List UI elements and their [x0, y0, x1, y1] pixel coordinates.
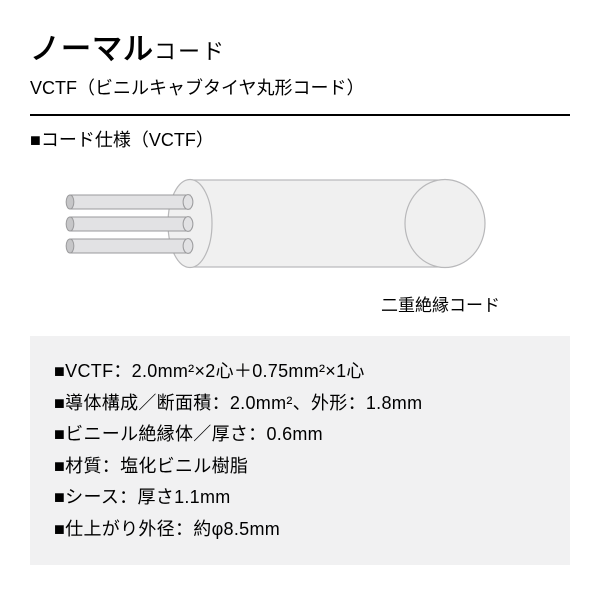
title-bold: ノーマル [30, 24, 154, 68]
spec-item: ■導体構成／断面積：2.0mm²、外形：1.8mm [54, 388, 546, 420]
cable-svg-icon [30, 162, 570, 302]
spec-item: ■シース：厚さ1.1mm [54, 482, 546, 514]
spec-item: ■材質：塩化ビニル樹脂 [54, 451, 546, 483]
spec-box: ■VCTF：2.0mm²×2心＋0.75mm²×1心 ■導体構成／断面積：2.0… [30, 336, 570, 565]
title-light: コード [154, 34, 226, 66]
spec-heading: ■コード仕様（VCTF） [30, 126, 570, 152]
title: ノーマル コード [30, 24, 570, 68]
spec-item: ■ビニール絶縁体／厚さ：0.6mm [54, 419, 546, 451]
divider [30, 114, 570, 116]
cable-diagram: 二重絶縁コード [30, 162, 570, 312]
spec-item: ■VCTF：2.0mm²×2心＋0.75mm²×1心 [54, 356, 546, 388]
spec-item: ■仕上がり外径：約φ8.5mm [54, 514, 546, 546]
diagram-label: 二重絶縁コード [381, 291, 500, 316]
subtitle: VCTF（ビニルキャブタイヤ丸形コード） [30, 74, 570, 100]
